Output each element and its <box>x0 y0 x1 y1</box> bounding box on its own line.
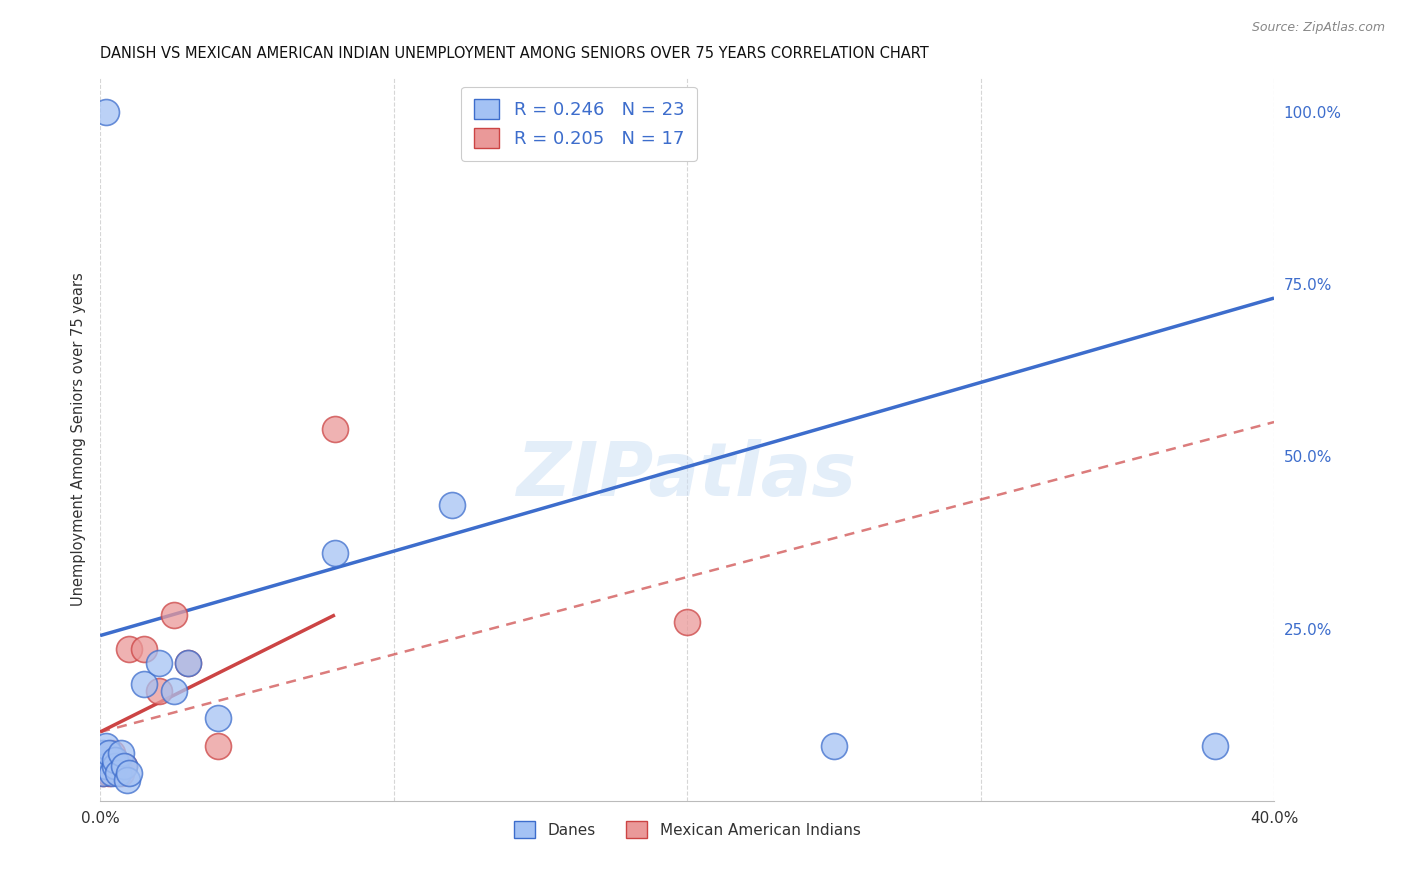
Point <box>107 759 129 773</box>
Text: DANISH VS MEXICAN AMERICAN INDIAN UNEMPLOYMENT AMONG SENIORS OVER 75 YEARS CORRE: DANISH VS MEXICAN AMERICAN INDIAN UNEMPL… <box>100 46 929 62</box>
Point <box>162 607 184 622</box>
Point <box>91 746 114 760</box>
Y-axis label: Unemployment Among Seniors over 75 years: Unemployment Among Seniors over 75 years <box>72 272 86 607</box>
Point <box>104 759 127 773</box>
Point <box>101 766 124 780</box>
Point <box>107 766 129 780</box>
Point <box>441 498 464 512</box>
Point <box>115 773 138 788</box>
Point <box>323 422 346 436</box>
Point <box>112 759 135 773</box>
Point <box>676 615 699 629</box>
Point <box>110 746 132 760</box>
Point <box>94 759 117 773</box>
Point <box>118 642 141 657</box>
Legend: Danes, Mexican American Indians: Danes, Mexican American Indians <box>508 815 866 844</box>
Point <box>112 759 135 773</box>
Point <box>177 656 200 670</box>
Point <box>104 753 127 767</box>
Point <box>148 656 170 670</box>
Point <box>101 746 124 760</box>
Point <box>134 642 156 657</box>
Point <box>177 656 200 670</box>
Point <box>91 766 114 780</box>
Point <box>110 766 132 780</box>
Point <box>207 739 229 753</box>
Point <box>94 105 117 120</box>
Point <box>323 546 346 560</box>
Point <box>94 759 117 773</box>
Point <box>134 677 156 691</box>
Point <box>91 753 114 767</box>
Point <box>823 739 845 753</box>
Point <box>162 683 184 698</box>
Text: ZIPatlas: ZIPatlas <box>517 439 858 512</box>
Point <box>97 746 120 760</box>
Point <box>1204 739 1226 753</box>
Point <box>91 753 114 767</box>
Point <box>94 739 117 753</box>
Point <box>91 766 114 780</box>
Point <box>104 753 127 767</box>
Point <box>148 683 170 698</box>
Point <box>118 766 141 780</box>
Text: Source: ZipAtlas.com: Source: ZipAtlas.com <box>1251 21 1385 34</box>
Point <box>207 711 229 725</box>
Point <box>97 766 120 780</box>
